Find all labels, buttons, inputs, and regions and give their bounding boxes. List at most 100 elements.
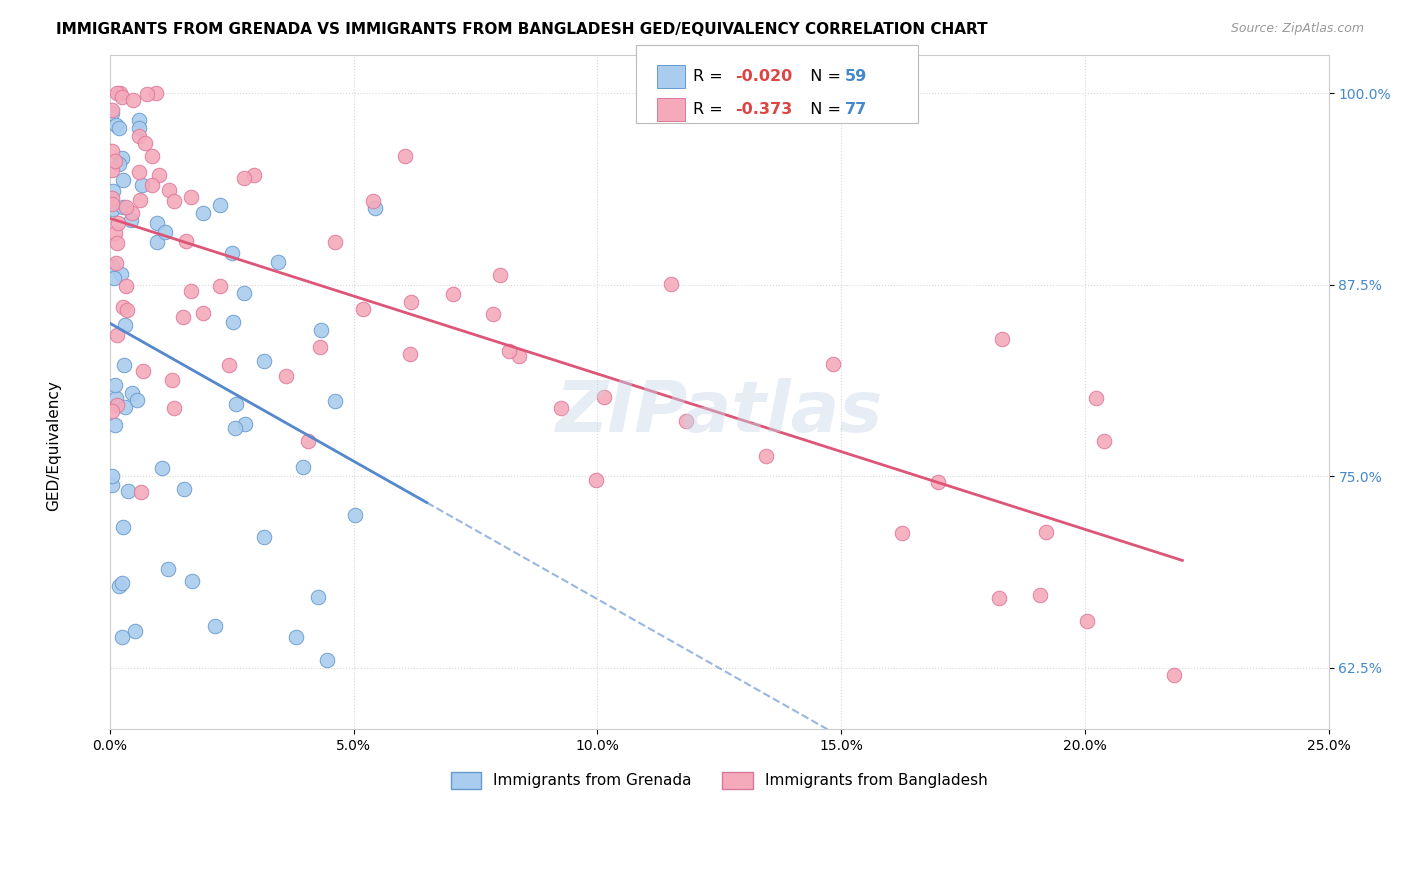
Point	[129, 193, 152, 207]
Point	[157, 183, 180, 197]
Point	[221, 246, 243, 260]
Point	[890, 525, 912, 540]
Point	[489, 268, 512, 282]
Point	[221, 314, 243, 328]
Point	[990, 332, 1012, 346]
Text: N =: N =	[800, 102, 846, 117]
Point	[1028, 588, 1050, 602]
Point	[225, 397, 247, 411]
Point	[128, 113, 150, 128]
Point	[323, 394, 346, 409]
Point	[550, 401, 572, 415]
Point	[1163, 668, 1185, 682]
Point	[128, 165, 150, 179]
Point	[153, 225, 176, 239]
Point	[307, 591, 329, 605]
Point	[235, 417, 257, 432]
Point	[204, 619, 226, 633]
Point	[163, 194, 186, 209]
Point	[285, 631, 308, 645]
Point	[927, 475, 949, 490]
Point	[101, 403, 124, 417]
Point	[180, 285, 202, 299]
Point	[114, 279, 136, 293]
Point	[193, 306, 215, 320]
Point	[115, 201, 138, 215]
Point	[193, 206, 215, 220]
Point	[104, 118, 127, 132]
Text: GED/Equivalency: GED/Equivalency	[46, 381, 60, 511]
Point	[101, 106, 124, 120]
Point	[114, 400, 136, 414]
Point	[105, 391, 128, 405]
Point	[111, 90, 134, 104]
Point	[105, 398, 128, 412]
Point	[398, 347, 420, 361]
Point	[145, 216, 167, 230]
Point	[104, 153, 127, 168]
Point	[174, 234, 197, 248]
Point	[1084, 391, 1107, 405]
Point	[145, 87, 167, 101]
Text: 59: 59	[845, 69, 868, 84]
Point	[110, 576, 132, 591]
Point	[659, 277, 682, 291]
Point	[107, 157, 129, 171]
Point	[172, 310, 194, 324]
Point	[181, 574, 204, 588]
Point	[148, 168, 170, 182]
Point	[224, 421, 246, 435]
Text: ZIPatlas: ZIPatlas	[555, 377, 883, 447]
Point	[267, 254, 290, 268]
Point	[107, 216, 129, 230]
Point	[145, 235, 167, 249]
Point	[218, 358, 240, 372]
Point	[675, 414, 697, 428]
Text: Source: ZipAtlas.com: Source: ZipAtlas.com	[1230, 22, 1364, 36]
Point	[160, 373, 183, 387]
Point	[111, 151, 134, 165]
Point	[110, 267, 132, 281]
Point	[124, 624, 146, 638]
Point	[105, 87, 128, 101]
Point	[112, 173, 135, 187]
Point	[111, 300, 134, 314]
Point	[101, 478, 124, 492]
Point	[361, 194, 384, 209]
Point	[120, 213, 142, 227]
Point	[593, 391, 616, 405]
Point	[150, 460, 173, 475]
Point	[104, 418, 127, 433]
Point	[297, 434, 319, 448]
Point	[101, 197, 124, 211]
Point	[117, 483, 139, 498]
Point	[180, 190, 202, 204]
Text: IMMIGRANTS FROM GRENADA VS IMMIGRANTS FROM BANGLADESH GED/EQUIVALENCY CORRELATIO: IMMIGRANTS FROM GRENADA VS IMMIGRANTS FR…	[56, 22, 988, 37]
Point	[585, 473, 607, 487]
Point	[121, 93, 143, 107]
Point	[101, 259, 124, 273]
Point	[232, 286, 254, 301]
Point	[309, 323, 332, 337]
Legend: Immigrants from Grenada, Immigrants from Bangladesh: Immigrants from Grenada, Immigrants from…	[444, 765, 994, 796]
Point	[1076, 614, 1098, 628]
Point	[101, 163, 124, 178]
Point	[208, 198, 231, 212]
Point	[399, 295, 422, 310]
Text: R =: R =	[693, 69, 728, 84]
Point	[208, 278, 231, 293]
Point	[987, 591, 1010, 605]
Point	[344, 508, 367, 522]
Point	[112, 358, 135, 372]
Point	[101, 103, 124, 117]
Point	[128, 128, 150, 143]
Point	[441, 287, 464, 301]
Point	[105, 256, 128, 270]
Point	[232, 171, 254, 186]
Point	[141, 149, 163, 163]
Point	[112, 520, 135, 534]
Point	[117, 303, 139, 318]
Point	[108, 87, 131, 101]
Point	[101, 144, 124, 158]
Point	[1092, 434, 1115, 449]
